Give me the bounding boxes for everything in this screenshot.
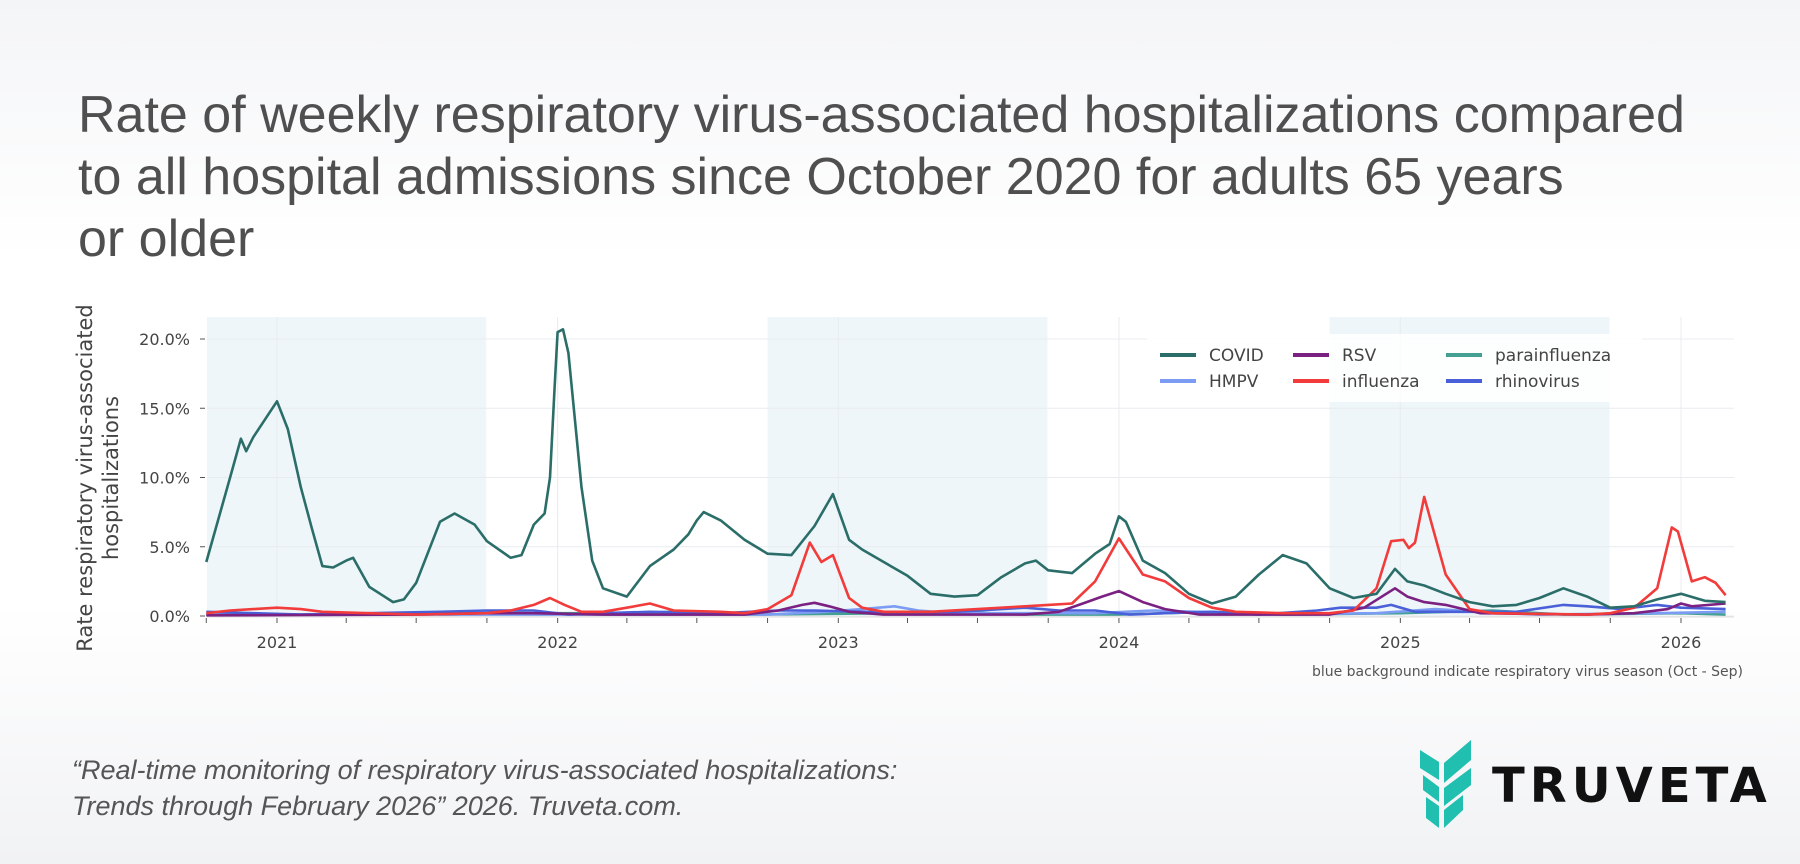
citation-line: “Real-time monitoring of respiratory vir… xyxy=(72,755,898,785)
title-line: or older xyxy=(78,210,255,268)
x-axis: 2021 2022 2023 2024 2025 2026 xyxy=(205,616,1734,652)
logo-text: TRUVETA xyxy=(1492,758,1772,814)
season-band xyxy=(767,317,1048,616)
y-axis: 0.0% 5.0% 10.0% 15.0% 20.0% xyxy=(139,330,205,626)
legend: COVID HMPV RSV influenza parainfluenza rhinov… xyxy=(1147,334,1642,402)
legend-label: parainfluenza xyxy=(1495,346,1611,366)
legend-item-rsv: RSV xyxy=(1293,346,1377,366)
y-tick-label: 0.0% xyxy=(149,607,190,626)
legend-item-parainfluenza: parainfluenza xyxy=(1446,346,1611,366)
legend-item-hmpv: HMPV xyxy=(1160,372,1259,392)
legend-item-covid: COVID xyxy=(1160,346,1264,366)
x-tick-label: 2022 xyxy=(537,633,578,652)
season-band xyxy=(207,317,487,616)
y-axis-label: Rate respiratory virus-associated xyxy=(73,304,97,651)
series-line-covid xyxy=(205,328,1726,609)
truveta-logo: TRUVETA xyxy=(1419,740,1767,832)
legend-label: COVID xyxy=(1209,346,1264,366)
citation: “Real-time monitoring of respiratory vir… xyxy=(72,752,897,824)
page-title: Rate of weekly respiratory virus-associa… xyxy=(78,84,1685,270)
series-line-influenza xyxy=(206,495,1727,616)
legend-item-rhinovirus: rhinovirus xyxy=(1446,372,1580,392)
legend-item-influenza: influenza xyxy=(1293,372,1420,392)
title-line: to all hospital admissions since October… xyxy=(78,148,1564,206)
y-tick-label: 20.0% xyxy=(139,330,190,349)
legend-label: HMPV xyxy=(1209,372,1259,392)
legend-box xyxy=(1147,334,1642,402)
y-tick-label: 5.0% xyxy=(149,538,190,557)
series-line-rhinovirus xyxy=(206,603,1726,616)
x-tick-label: 2021 xyxy=(257,633,298,652)
x-tick-label: 2025 xyxy=(1380,633,1421,652)
legend-label: influenza xyxy=(1342,372,1420,392)
x-tick-label: 2026 xyxy=(1661,633,1702,652)
season-shading xyxy=(207,317,1610,616)
truveta-leaf-icon xyxy=(1420,740,1471,828)
legend-label: RSV xyxy=(1342,346,1377,366)
y-tick-label: 10.0% xyxy=(139,469,190,488)
title-line: Rate of weekly respiratory virus-associa… xyxy=(78,86,1685,144)
legend-label: rhinovirus xyxy=(1495,372,1580,392)
y-tick-label: 15.0% xyxy=(139,399,190,418)
y-axis-label: hospitalizations xyxy=(99,396,123,560)
x-tick-label: 2024 xyxy=(1099,633,1140,652)
series-lines xyxy=(205,328,1727,617)
x-tick-label: 2023 xyxy=(818,633,859,652)
season-note: blue background indicate respiratory vir… xyxy=(1312,664,1743,680)
citation-line: Trends through February 2026” 2026. Truv… xyxy=(72,791,684,821)
